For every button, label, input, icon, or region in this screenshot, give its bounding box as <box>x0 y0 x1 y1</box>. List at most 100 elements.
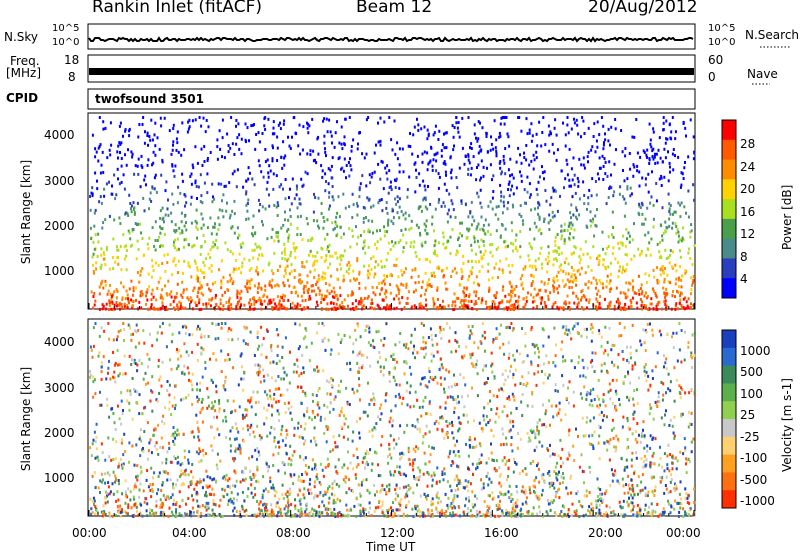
scatter-mark <box>195 413 198 417</box>
scatter-mark <box>459 221 462 225</box>
scatter-mark <box>289 187 291 191</box>
scatter-mark <box>155 448 158 451</box>
scatter-mark <box>620 129 623 132</box>
scatter-mark <box>380 259 383 263</box>
scatter-mark <box>685 211 687 215</box>
scatter-mark <box>578 157 581 161</box>
scatter-mark <box>136 363 139 367</box>
scatter-mark <box>170 413 173 417</box>
scatter-mark <box>148 285 151 289</box>
scatter-mark <box>538 480 541 484</box>
date-label: 20/Aug/2012 <box>588 0 698 17</box>
scatter-mark <box>312 261 315 265</box>
scatter-mark <box>123 328 126 331</box>
scatter-mark <box>691 333 694 337</box>
scatter-mark <box>581 505 584 509</box>
scatter-mark <box>612 511 615 515</box>
scatter-mark <box>476 239 479 243</box>
scatter-mark <box>470 248 473 252</box>
scatter-mark <box>340 142 343 146</box>
scatter-mark <box>183 483 186 486</box>
scatter-mark <box>601 154 604 158</box>
scatter-mark <box>674 307 677 311</box>
scatter-mark <box>377 415 379 419</box>
scatter-mark <box>333 295 336 299</box>
scatter-mark <box>470 259 473 263</box>
scatter-mark <box>639 339 642 343</box>
scatter-mark <box>299 214 302 218</box>
scatter-mark <box>692 278 695 282</box>
scatter-mark <box>455 116 458 119</box>
scatter-mark <box>170 367 173 371</box>
scatter-mark <box>336 512 339 516</box>
scatter-mark <box>582 253 585 256</box>
scatter-mark <box>118 182 121 186</box>
scatter-mark <box>101 150 104 154</box>
scatter-mark <box>272 126 275 130</box>
power-cb-16: 16 <box>740 205 756 219</box>
scatter-mark <box>541 266 543 270</box>
scatter-mark <box>99 266 102 270</box>
scatter-mark <box>127 229 130 233</box>
scatter-mark <box>533 491 536 495</box>
scatter-mark <box>336 211 339 215</box>
scatter-mark <box>176 201 179 205</box>
scatter-mark <box>656 266 658 270</box>
scatter-mark <box>324 237 326 241</box>
scatter-mark <box>259 512 262 516</box>
scatter-mark <box>492 190 495 193</box>
scatter-mark <box>265 416 268 420</box>
scatter-mark <box>314 415 316 419</box>
scatter-mark <box>526 431 529 435</box>
scatter-mark <box>104 472 107 476</box>
scatter-mark <box>150 451 153 455</box>
scatter-mark <box>268 389 271 393</box>
scatter-mark <box>573 183 576 187</box>
scatter-mark <box>161 301 164 305</box>
scatter-mark <box>523 267 526 271</box>
scatter-mark <box>596 477 599 481</box>
scatter-mark <box>221 514 224 518</box>
scatter-mark <box>236 168 239 172</box>
scatter-mark <box>491 458 494 462</box>
scatter-mark <box>664 292 667 296</box>
scatter-mark <box>112 267 115 271</box>
scatter-mark <box>434 124 437 128</box>
scatter-mark <box>352 307 354 311</box>
scatter-mark <box>544 258 547 262</box>
scatter-mark <box>205 305 208 309</box>
scatter-mark <box>449 484 452 488</box>
scatter-mark <box>371 301 374 305</box>
scatter-mark <box>268 193 270 197</box>
scatter-mark <box>338 141 341 145</box>
scatter-mark <box>165 292 168 296</box>
scatter-mark <box>432 271 435 275</box>
scatter-mark <box>324 172 327 176</box>
scatter-mark <box>690 229 693 233</box>
scatter-mark <box>152 269 155 272</box>
scatter-mark <box>525 299 528 303</box>
scatter-mark <box>484 349 486 353</box>
scatter-mark <box>355 476 358 480</box>
scatter-mark <box>284 271 287 275</box>
scatter-mark <box>176 306 179 310</box>
scatter-mark <box>206 172 209 176</box>
scatter-mark <box>640 249 643 253</box>
scatter-mark <box>671 116 674 119</box>
scatter-mark <box>558 470 560 474</box>
scatter-mark <box>326 302 329 306</box>
scatter-mark <box>317 322 320 325</box>
scatter-mark <box>323 259 326 263</box>
scatter-mark <box>526 190 529 194</box>
scatter-mark <box>352 454 355 458</box>
scatter-mark <box>110 458 113 462</box>
scatter-mark <box>394 488 397 491</box>
scatter-mark <box>549 443 551 447</box>
scatter-mark <box>614 469 617 473</box>
scatter-mark <box>93 303 96 307</box>
scatter-mark <box>410 241 413 245</box>
scatter-mark <box>688 460 691 464</box>
scatter-mark <box>283 119 286 123</box>
scatter-mark <box>422 514 425 518</box>
scatter-mark <box>625 281 628 285</box>
